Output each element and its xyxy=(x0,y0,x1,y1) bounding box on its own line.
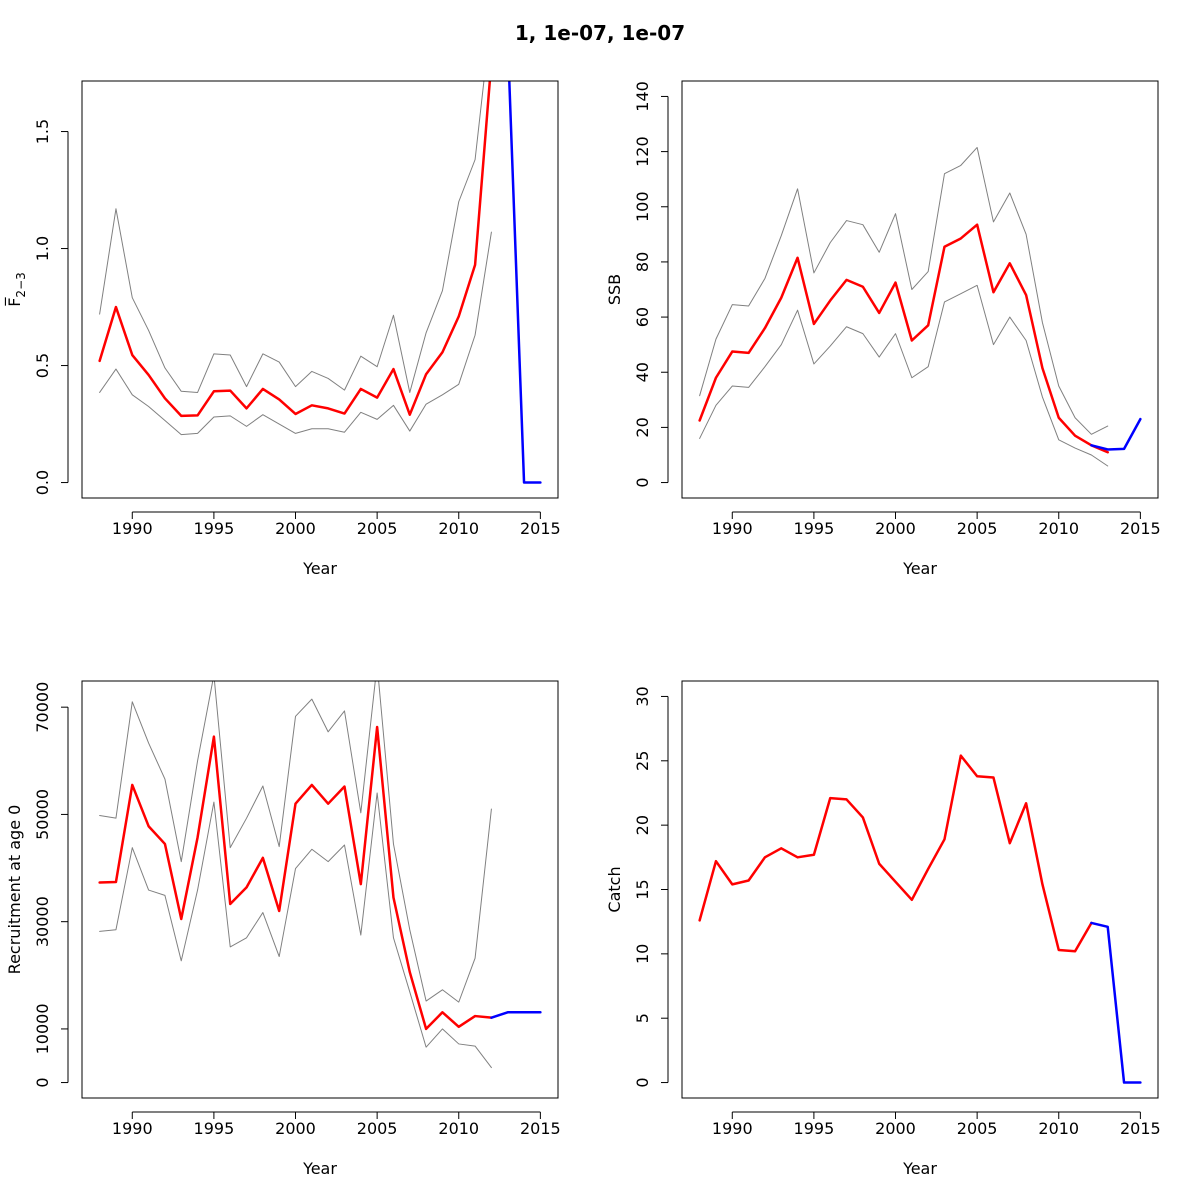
series-group xyxy=(698,146,1142,467)
series-line-2 xyxy=(1090,921,1142,1084)
y-tick-label: 0 xyxy=(33,1077,52,1087)
y-tick-label: 15 xyxy=(633,879,652,899)
y-tick-label: 120 xyxy=(633,136,652,167)
panel-1: 1990 1995 2000 2005 2010 2015 Year 0.0 0.5 1.0 1.5… xyxy=(5,80,561,578)
x-tick-label: 2010 xyxy=(438,1119,479,1138)
y-tick-label: 30000 xyxy=(33,896,52,947)
x-tick-label: 2000 xyxy=(875,519,916,538)
x-tick-label: 1990 xyxy=(112,1119,153,1138)
series-line-1 xyxy=(699,146,1109,435)
x-axis: 1990 1995 2000 2005 2010 2015 Year xyxy=(712,511,1161,578)
y-axis-title-main: Catch xyxy=(605,866,624,912)
x-tick-label: 2000 xyxy=(875,1119,916,1138)
x-tick-label: 2015 xyxy=(1120,519,1161,538)
y-axis: 0.0 0.5 1.0 1.5 F̅2−3 xyxy=(5,119,69,495)
series-line-3 xyxy=(98,725,493,1031)
x-tick-label: 2005 xyxy=(357,519,398,538)
y-axis: 0 10000 30000 50000 70000 Recruitment at age … xyxy=(5,682,69,1088)
y-tick-label: 140 xyxy=(633,81,652,112)
y-tick-label: 60 xyxy=(633,307,652,327)
y-tick-label: 5 xyxy=(633,1013,652,1023)
x-tick-label: 2015 xyxy=(520,519,561,538)
series-group xyxy=(698,754,1142,1084)
x-tick-label: 1995 xyxy=(794,519,835,538)
series-group xyxy=(98,681,542,1069)
y-axis: 0 20 40 60 80 100 120 140 SSB xyxy=(605,81,669,488)
y-axis-title-subscript: 2−3 xyxy=(14,272,28,297)
x-tick-label: 2015 xyxy=(520,1119,561,1138)
x-axis-title: Year xyxy=(902,1159,937,1178)
y-tick-label: 1.5 xyxy=(33,119,52,144)
y-tick-label: 20 xyxy=(633,815,652,835)
plot-box xyxy=(81,80,559,499)
series-group xyxy=(98,81,542,484)
series-line-4 xyxy=(508,81,542,484)
y-tick-label: 100 xyxy=(633,191,652,222)
figure-title: 1, 1e-07, 1e-07 xyxy=(515,21,685,45)
y-axis-title: SSB xyxy=(605,274,624,305)
y-axis-title: Catch xyxy=(605,866,624,912)
y-axis: 0 5 10 15 20 25 30 Catch xyxy=(605,686,669,1088)
x-axis-title: Year xyxy=(902,559,937,578)
series-line-4 xyxy=(1090,417,1142,451)
y-tick-label: 0 xyxy=(633,477,652,487)
x-tick-label: 1995 xyxy=(194,1119,235,1138)
x-axis: 1990 1995 2000 2005 2010 2015 Year xyxy=(112,1111,561,1178)
panel-2: 1990 1995 2000 2005 2010 2015 Year 0 20 40 60 80 100… xyxy=(605,80,1161,578)
y-tick-label: 80 xyxy=(633,252,652,272)
y-tick-label: 0.0 xyxy=(33,470,52,495)
x-tick-label: 2010 xyxy=(1038,1119,1079,1138)
y-tick-label: 0 xyxy=(633,1077,652,1087)
x-axis: 1990 1995 2000 2005 2010 2015 Year xyxy=(712,1111,1161,1178)
y-tick-label: 1.0 xyxy=(33,236,52,261)
series-line-2 xyxy=(99,231,492,436)
x-tick-label: 2000 xyxy=(275,519,316,538)
series-line-1 xyxy=(99,81,485,393)
y-axis-title-main: F̅ xyxy=(5,297,24,307)
x-tick-label: 2010 xyxy=(1038,519,1079,538)
y-tick-label: 25 xyxy=(633,751,652,771)
series-line-3 xyxy=(98,81,492,418)
x-axis-title: Year xyxy=(302,1159,337,1178)
plot-box xyxy=(681,80,1159,499)
y-axis-title-main: SSB xyxy=(605,274,624,305)
y-tick-label: 40 xyxy=(633,362,652,382)
series-line-4 xyxy=(490,1011,542,1019)
x-tick-label: 1995 xyxy=(194,519,235,538)
plot-box xyxy=(681,680,1159,1099)
x-tick-label: 1990 xyxy=(112,519,153,538)
x-tick-label: 2000 xyxy=(275,1119,316,1138)
y-tick-label: 10 xyxy=(633,944,652,964)
x-axis: 1990 1995 2000 2005 2010 2015 Year xyxy=(112,511,561,578)
x-tick-label: 2010 xyxy=(438,519,479,538)
y-axis-title-main: Recruitment at age 0 xyxy=(5,805,24,975)
panels: 1990 1995 2000 2005 2010 2015Year0.00.51.01.5… xyxy=(5,80,1161,1178)
y-tick-label: 10000 xyxy=(33,1003,52,1054)
y-axis-title: Recruitment at age 0 xyxy=(5,805,24,975)
x-tick-label: 1990 xyxy=(712,519,753,538)
series-line-1 xyxy=(698,754,1093,953)
x-tick-label: 1995 xyxy=(794,1119,835,1138)
x-tick-label: 2005 xyxy=(957,519,998,538)
x-tick-label: 2015 xyxy=(1120,1119,1161,1138)
panel-3: 1990 1995 2000 2005 2010 2015 Year 0 10000 30000 5… xyxy=(5,680,561,1178)
x-axis-title: Year xyxy=(302,559,337,578)
y-tick-label: 0.5 xyxy=(33,353,52,378)
series-line-2 xyxy=(699,284,1109,467)
y-tick-label: 50000 xyxy=(33,789,52,840)
x-tick-label: 1990 xyxy=(712,1119,753,1138)
y-tick-label: 70000 xyxy=(33,682,52,733)
x-tick-label: 2005 xyxy=(957,1119,998,1138)
y-axis-title: F̅2−3 xyxy=(5,272,28,307)
panel-4: 1990 1995 2000 2005 2010 2015 Year 0 5 10 15 20 25 30… xyxy=(605,680,1161,1178)
series-line-2 xyxy=(99,792,492,1069)
y-tick-label: 20 xyxy=(633,417,652,437)
y-tick-label: 30 xyxy=(633,686,652,706)
series-line-3 xyxy=(698,223,1109,454)
plot-box xyxy=(81,680,559,1099)
series-line-1 xyxy=(99,681,492,1003)
x-tick-label: 2005 xyxy=(357,1119,398,1138)
